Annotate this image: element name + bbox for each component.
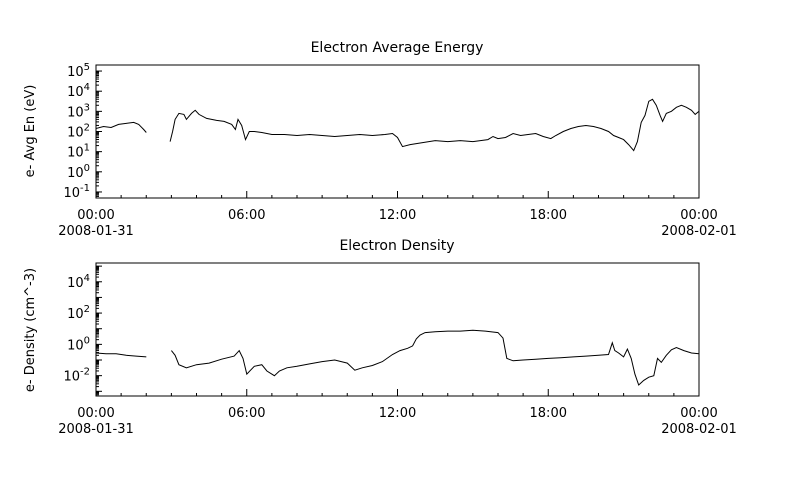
density-plot-frame bbox=[95, 262, 700, 397]
x-tick-time: 06:00 bbox=[228, 208, 265, 223]
y-tick-base: 10 bbox=[67, 65, 84, 80]
x-tick-time: 00:00 bbox=[77, 208, 114, 223]
y-tick-label: 105 bbox=[67, 62, 90, 80]
series-line-segment bbox=[169, 98, 700, 152]
x-tick-time: 00:00 bbox=[77, 406, 114, 421]
y-tick-exponent: 0 bbox=[84, 335, 90, 346]
x-tick-date: 2008-02-01 bbox=[661, 224, 737, 239]
y-tick-base: 10 bbox=[67, 338, 84, 353]
y-tick-label: 101 bbox=[67, 143, 90, 161]
series-line-segment bbox=[171, 329, 700, 386]
y-tick-base: 10 bbox=[67, 276, 84, 291]
series-line-segment bbox=[95, 121, 147, 133]
density-series bbox=[95, 329, 700, 386]
y-tick-exponent: 1 bbox=[84, 143, 90, 154]
density-chart-title: Electron Density bbox=[339, 238, 454, 254]
y-tick-label: 10-2 bbox=[63, 367, 90, 385]
x-tick-date: 2008-01-31 bbox=[58, 422, 134, 437]
y-tick-exponent: -2 bbox=[80, 367, 90, 378]
y-tick-exponent: 4 bbox=[84, 82, 90, 93]
y-tick-exponent: 2 bbox=[84, 123, 90, 134]
y-tick-exponent: 4 bbox=[84, 273, 90, 284]
y-tick-label: 102 bbox=[67, 123, 90, 141]
y-tick-base: 10 bbox=[67, 85, 84, 100]
x-tick-date: 2008-02-01 bbox=[661, 422, 737, 437]
y-tick-label: 102 bbox=[67, 304, 90, 322]
energy-panel: Electron Average Energy 1051041031021011… bbox=[23, 40, 737, 239]
x-tick-time: 12:00 bbox=[379, 406, 416, 421]
y-tick-exponent: 5 bbox=[84, 62, 90, 73]
x-tick-time: 00:00 bbox=[680, 406, 717, 421]
y-tick-base: 10 bbox=[63, 186, 80, 201]
y-tick-exponent: 3 bbox=[84, 102, 90, 113]
energy-chart-title: Electron Average Energy bbox=[311, 40, 484, 56]
y-tick-base: 10 bbox=[63, 370, 80, 385]
y-tick-label: 100 bbox=[67, 163, 90, 181]
x-tick-date: 2008-01-31 bbox=[58, 224, 134, 239]
y-tick-label: 104 bbox=[67, 82, 90, 100]
density-y-axis-label: e- Density (cm^-3) bbox=[23, 268, 38, 392]
y-tick-label: 10-1 bbox=[63, 183, 90, 201]
energy-series bbox=[95, 98, 700, 152]
x-tick-time: 06:00 bbox=[228, 406, 265, 421]
y-tick-label: 103 bbox=[67, 102, 90, 120]
y-tick-exponent: 0 bbox=[84, 163, 90, 174]
y-tick-base: 10 bbox=[67, 126, 84, 141]
y-tick-label: 104 bbox=[67, 273, 90, 291]
y-tick-base: 10 bbox=[67, 105, 84, 120]
x-tick-time: 18:00 bbox=[530, 208, 567, 223]
x-tick-time: 00:00 bbox=[680, 208, 717, 223]
x-tick-time: 18:00 bbox=[530, 406, 567, 421]
y-tick-base: 10 bbox=[67, 307, 84, 322]
x-tick-time: 12:00 bbox=[379, 208, 416, 223]
series-line-segment bbox=[95, 352, 147, 358]
y-tick-base: 10 bbox=[67, 146, 84, 161]
y-tick-base: 10 bbox=[67, 166, 84, 181]
y-tick-exponent: -1 bbox=[80, 183, 90, 194]
energy-y-axis-label: e- Avg En (eV) bbox=[23, 85, 38, 178]
y-tick-label: 100 bbox=[67, 335, 90, 353]
y-tick-exponent: 2 bbox=[84, 304, 90, 315]
